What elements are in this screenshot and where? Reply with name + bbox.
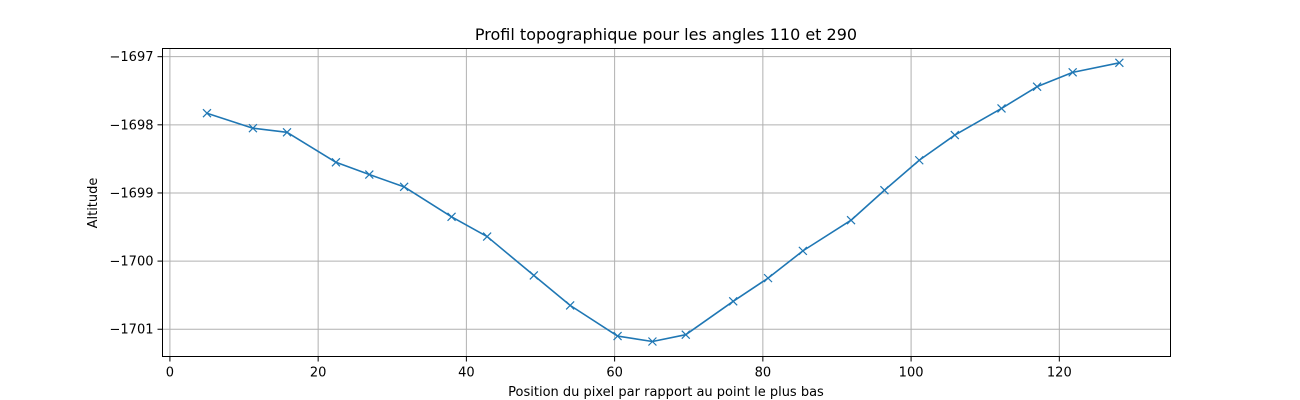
data-point-marker [846, 215, 856, 225]
y-axis-label: Altitude [86, 178, 101, 229]
data-point-marker [399, 182, 409, 192]
x-tick-label: 80 [755, 366, 772, 381]
data-point-marker [482, 232, 492, 241]
data-point-marker [1114, 58, 1124, 68]
data-point-marker [282, 127, 292, 137]
data-point-marker [364, 170, 374, 179]
data-point-marker [529, 270, 539, 280]
data-point-marker [202, 108, 212, 118]
y-tick-label: −1697 [110, 50, 154, 65]
data-point-marker [565, 300, 575, 310]
chart-title: Profil topographique pour les angles 110… [475, 25, 857, 44]
plot-frame [162, 48, 1171, 357]
data-point-marker [763, 273, 773, 283]
data-point-marker [331, 157, 341, 167]
data-point-marker [1068, 67, 1078, 77]
data-point-marker [879, 185, 889, 195]
x-tick-label: 120 [1047, 366, 1072, 381]
series-line [206, 62, 1120, 343]
y-tick-label: −1699 [110, 186, 154, 201]
data-point-marker [681, 330, 691, 340]
y-tick-label: −1701 [110, 323, 154, 338]
grid [162, 48, 1171, 357]
x-tick-label: 0 [166, 366, 174, 381]
y-tick-label: −1698 [110, 118, 154, 133]
x-tick-label: 40 [458, 366, 475, 381]
data-point-marker [798, 246, 808, 256]
data-point-marker [950, 130, 960, 140]
y-tick-label: −1700 [110, 255, 154, 270]
data-point-marker [248, 123, 258, 133]
axis-ticks: 0 20 40 60 80 100 120 −1701 −1700 −1699 −1698 −1697 [110, 50, 1072, 380]
x-tick-label: 100 [899, 366, 924, 381]
data-point-marker [647, 337, 657, 346]
x-tick-label: 20 [310, 366, 327, 381]
data-point-marker [914, 155, 924, 165]
x-axis-label: Position du pixel par rapport au point l… [508, 385, 824, 400]
data-point-marker [997, 104, 1006, 113]
data-point-marker [613, 331, 623, 341]
series [202, 58, 1124, 346]
x-tick-label: 60 [606, 366, 623, 381]
data-point-marker [728, 296, 738, 306]
data-point-marker [1032, 82, 1042, 92]
data-point-marker [447, 212, 456, 222]
